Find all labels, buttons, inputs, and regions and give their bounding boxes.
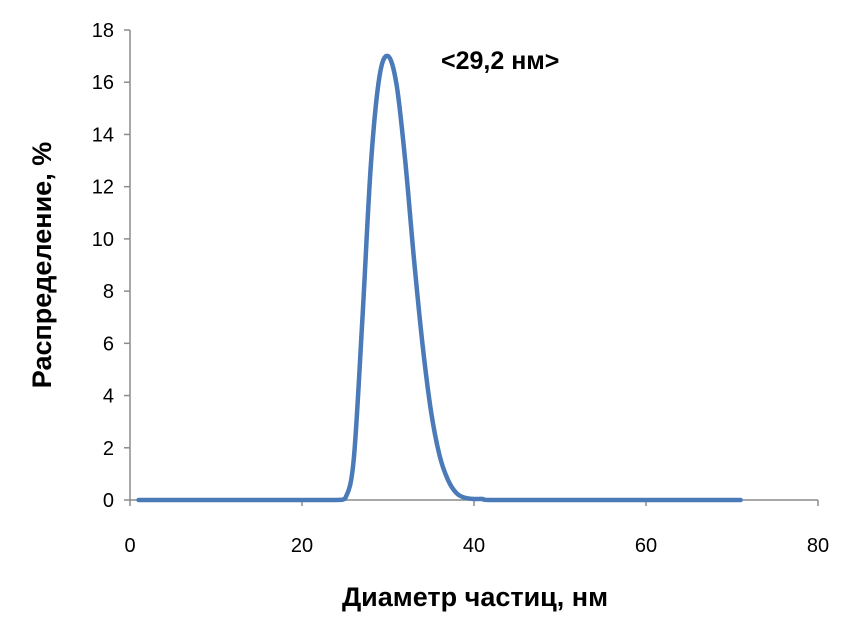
y-tick-label: 14 <box>92 124 114 146</box>
y-tick-label: 12 <box>92 177 114 199</box>
y-axis-ticks: 0 2 4 6 8 10 12 14 16 18 <box>92 20 130 512</box>
y-tick-label: 16 <box>92 72 114 94</box>
y-axis-title: Распределение, % <box>27 142 57 388</box>
distribution-series-line <box>136 53 743 503</box>
y-tick-label: 18 <box>92 20 114 42</box>
x-tick-label: 60 <box>635 535 657 557</box>
y-tick-label: 0 <box>103 490 114 512</box>
x-tick-label: 80 <box>807 535 829 557</box>
x-axis-ticks: 0 20 40 60 80 <box>124 500 829 557</box>
x-axis-title: Диаметр частиц, нм <box>342 582 608 612</box>
y-tick-label: 4 <box>103 386 114 408</box>
x-tick-label: 0 <box>124 535 135 557</box>
y-tick-label: 6 <box>103 333 114 355</box>
x-tick-label: 20 <box>291 535 313 557</box>
y-tick-label: 2 <box>103 438 114 460</box>
mean-diameter-annotation: <29,2 нм> <box>441 47 559 75</box>
x-tick-label: 40 <box>463 535 485 557</box>
y-tick-label: 10 <box>92 229 114 251</box>
y-tick-label: 8 <box>103 281 114 303</box>
